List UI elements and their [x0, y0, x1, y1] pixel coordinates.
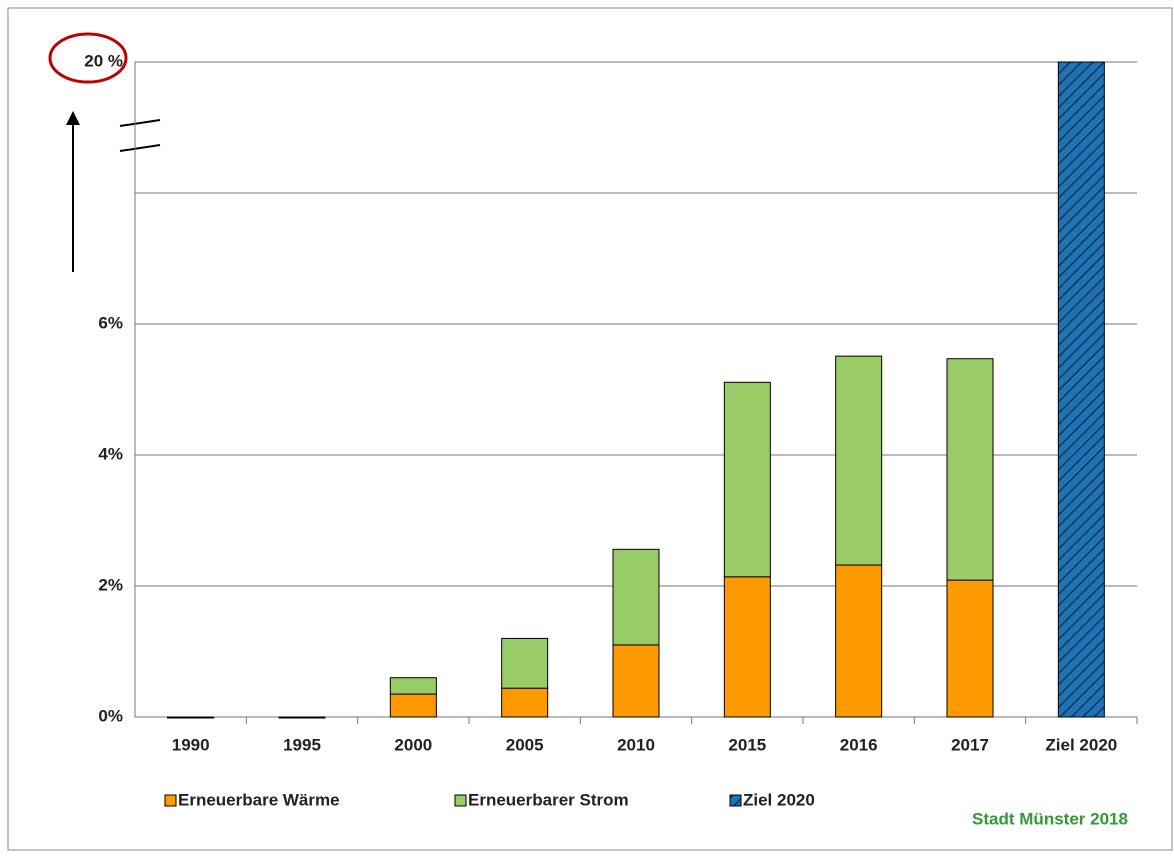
y-tick-label: 20 % — [84, 51, 123, 70]
x-tick-label: 2017 — [951, 735, 989, 754]
x-tick-label: 1995 — [283, 735, 321, 754]
source: Stadt Münster 2018 — [972, 809, 1128, 828]
legend-swatch — [454, 794, 467, 807]
x-tick-label: 2005 — [506, 735, 544, 754]
bar — [835, 355, 883, 566]
bar — [501, 687, 549, 718]
y-tick-label: 4% — [98, 444, 123, 463]
bar — [723, 576, 771, 718]
bar — [1057, 61, 1105, 718]
x-tick-label: 2010 — [617, 735, 655, 754]
break-mark — [119, 119, 161, 127]
bar — [723, 381, 771, 578]
frame — [7, 7, 1173, 851]
x-tick-label: 2000 — [394, 735, 432, 754]
bar — [946, 579, 994, 718]
legend-swatch — [729, 794, 742, 807]
legend-label: Erneuerbarer Strom — [468, 790, 629, 809]
bar — [389, 693, 437, 718]
y-tick-label: 6% — [98, 313, 123, 332]
y-tick-label: 2% — [98, 575, 123, 594]
bar — [946, 358, 994, 581]
bar — [167, 716, 215, 719]
legend-swatch — [164, 794, 177, 807]
legend-label: Ziel 2020 — [743, 790, 815, 809]
bar — [501, 637, 549, 689]
x-tick-label: 2016 — [840, 735, 878, 754]
highlight-circle — [48, 32, 128, 84]
bar — [389, 677, 437, 695]
x-tick-label: 2015 — [728, 735, 766, 754]
bar — [612, 548, 660, 646]
bar — [278, 716, 326, 719]
bar — [612, 644, 660, 718]
bar — [835, 564, 883, 718]
legend-label: Erneuerbare Wärme — [178, 790, 340, 809]
break-mark — [119, 144, 161, 152]
x-tick-label: 1990 — [172, 735, 210, 754]
x-tick-label: Ziel 2020 — [1045, 735, 1117, 754]
y-tick-label: 0% — [98, 706, 123, 725]
